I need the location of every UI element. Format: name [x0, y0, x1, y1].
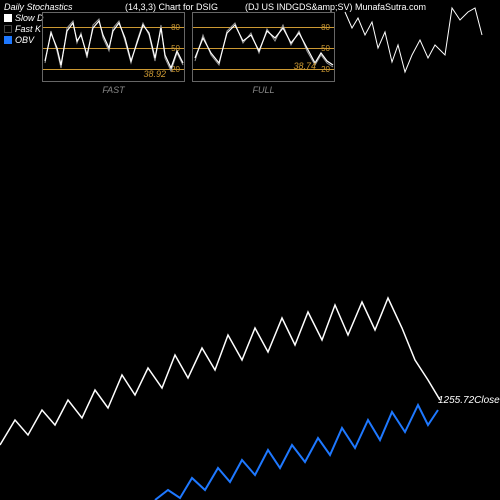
- top-right-line-chart: [0, 0, 500, 100]
- close-price-label: 1255.72Close: [438, 395, 500, 406]
- price-series: [0, 298, 440, 445]
- obv-series: [155, 405, 438, 500]
- top-right-series: [345, 8, 482, 72]
